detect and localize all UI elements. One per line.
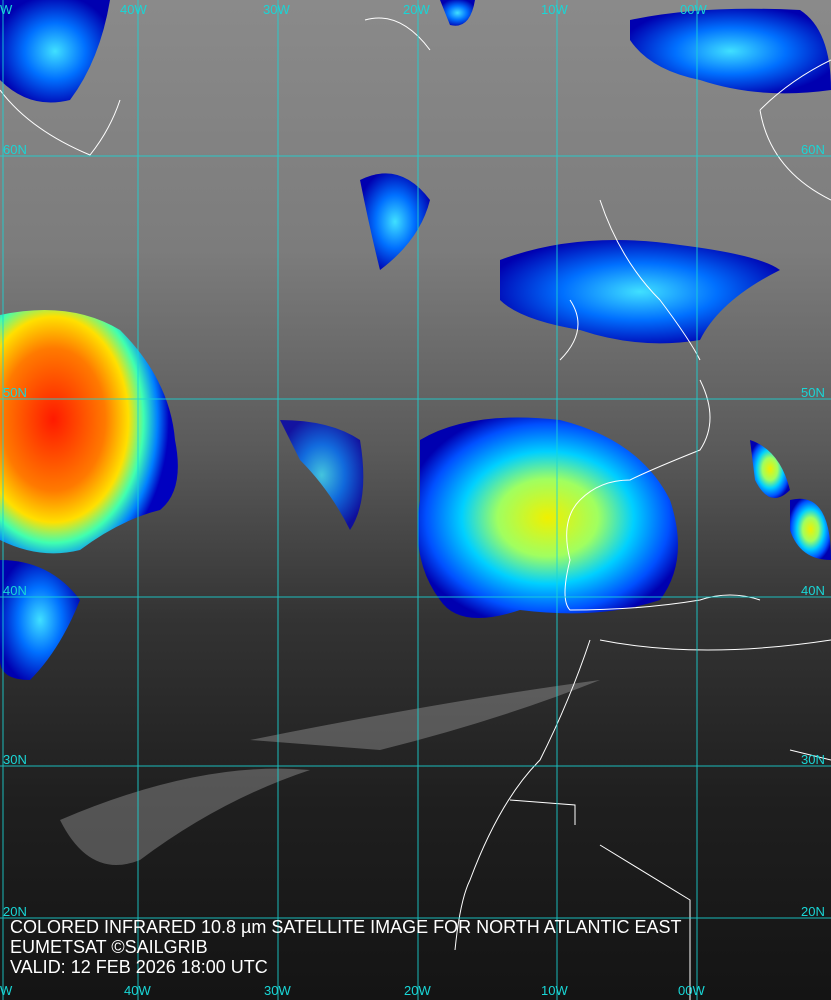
bottom-lon-label: W bbox=[0, 983, 13, 998]
coastlines bbox=[0, 17, 831, 1000]
top-lon-label: 30W bbox=[263, 2, 290, 17]
right-lat-label: 50N bbox=[801, 385, 825, 400]
bottom-lon-label: 10W bbox=[541, 983, 568, 998]
caption-source: EUMETSAT ©SAILGRIB bbox=[10, 937, 208, 957]
bottom-lon-label: 20W bbox=[404, 983, 431, 998]
top-lon-label: 00W bbox=[680, 2, 707, 17]
top-lon-label: 20W bbox=[403, 2, 430, 17]
caption-title: COLORED INFRARED 10.8 µm SATELLITE IMAGE… bbox=[10, 917, 682, 937]
right-lat-label: 40N bbox=[801, 583, 825, 598]
bottom-lon-label: 40W bbox=[124, 983, 151, 998]
top-lon-label: 40W bbox=[120, 2, 147, 17]
bottom-lon-label: 00W bbox=[678, 983, 705, 998]
bottom-lon-label: 30W bbox=[264, 983, 291, 998]
right-lat-label: 20N bbox=[801, 904, 825, 919]
left-lat-label: 30N bbox=[3, 752, 27, 767]
left-lat-label: 60N bbox=[3, 142, 27, 157]
caption-valid-time: VALID: 12 FEB 2026 18:00 UTC bbox=[10, 957, 268, 977]
right-lat-label: 60N bbox=[801, 142, 825, 157]
right-lat-label: 30N bbox=[801, 752, 825, 767]
top-lon-label: 10W bbox=[541, 2, 568, 17]
top-lon-label: W bbox=[0, 2, 13, 17]
left-lat-label: 50N bbox=[3, 385, 27, 400]
left-lat-label: 20N bbox=[3, 904, 27, 919]
cloud-systems bbox=[0, 0, 831, 865]
left-lat-label: 40N bbox=[3, 583, 27, 598]
image-caption: COLORED INFRARED 10.8 µm SATELLITE IMAGE… bbox=[10, 917, 682, 977]
